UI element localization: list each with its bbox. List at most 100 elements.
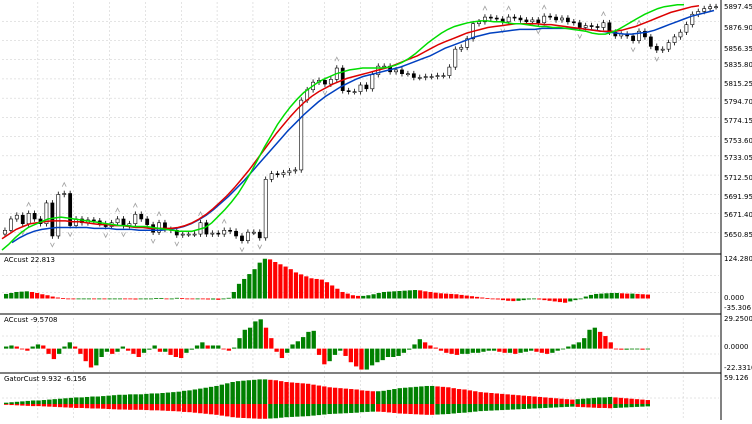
candle-body	[660, 48, 665, 51]
histogram-bar	[50, 296, 55, 299]
fractal-up-icon	[198, 211, 203, 217]
histogram-bar	[483, 392, 489, 404]
ac2-indicator-panel[interactable]: ACcust -9.5708 29.2500 0.0000 -22.3310	[2, 315, 752, 372]
fractal-up-icon	[156, 211, 162, 217]
histogram-bar	[428, 291, 433, 299]
histogram-bar	[459, 294, 464, 299]
candle-body	[678, 31, 683, 38]
histogram-bar	[295, 404, 300, 417]
histogram-bar	[618, 404, 624, 408]
candle-body	[275, 173, 280, 175]
histogram-bar	[141, 348, 147, 353]
histogram-bar	[537, 396, 543, 404]
histogram-bar	[252, 404, 257, 419]
histogram-bar	[365, 404, 370, 412]
candle-body	[524, 19, 529, 23]
histogram-bar	[640, 399, 645, 404]
histogram-bar	[462, 389, 467, 404]
histogram-bar	[354, 389, 359, 404]
histogram-bar	[179, 298, 185, 299]
histogram-bar	[338, 404, 343, 414]
candle-body	[637, 30, 641, 41]
histogram-bar	[125, 348, 131, 351]
histogram-bar	[128, 394, 133, 404]
histogram-bar	[57, 404, 63, 408]
histogram-bar	[330, 285, 335, 299]
candle-body	[459, 46, 464, 50]
histogram-bar	[386, 389, 392, 404]
candle-body	[50, 202, 55, 237]
histogram-bar	[225, 404, 230, 417]
ac2-scale-label: 29.2500	[724, 315, 752, 323]
histogram-bar	[45, 295, 50, 299]
histogram-bar	[332, 348, 338, 355]
gator-histogram	[4, 379, 650, 419]
fractal-down-icon	[121, 232, 126, 238]
fractal-markers	[20, 4, 660, 253]
candle-body	[666, 42, 671, 50]
histogram-bar	[299, 274, 304, 299]
histogram-bar	[279, 348, 285, 359]
histogram-bar	[645, 294, 650, 299]
ac2-indicator-label: ACcust -9.5708	[4, 316, 57, 324]
main-grid	[2, 2, 719, 252]
candle-body	[583, 25, 588, 28]
histogram-bar	[371, 294, 376, 299]
histogram-bar	[4, 404, 9, 405]
histogram-bar	[148, 298, 154, 300]
histogram-bar	[570, 404, 575, 407]
histogram-bar	[274, 348, 279, 352]
histogram-bar	[375, 348, 380, 363]
histogram-bar	[4, 293, 9, 299]
histogram-bar	[424, 385, 429, 404]
histogram-bar	[120, 346, 125, 349]
histogram-bar	[246, 404, 252, 419]
histogram-bar	[163, 348, 168, 352]
histogram-bar	[454, 348, 460, 355]
histogram-bar	[97, 298, 102, 300]
histogram-bar	[433, 292, 438, 299]
histogram-bar	[327, 404, 332, 415]
histogram-bar	[619, 348, 624, 350]
fractal-down-icon	[150, 238, 156, 244]
histogram-bar	[408, 404, 413, 415]
candle-body	[346, 90, 351, 92]
histogram-bar	[433, 347, 438, 349]
histogram-bar	[449, 348, 454, 354]
histogram-bar	[537, 298, 542, 300]
histogram-bar	[316, 385, 322, 404]
histogram-bar	[29, 291, 35, 299]
histogram-bar	[422, 342, 428, 349]
candle-body	[441, 75, 446, 77]
histogram-bar	[597, 331, 603, 349]
histogram-bar	[580, 404, 586, 408]
histogram-bar	[634, 404, 640, 407]
histogram-bar	[462, 404, 467, 413]
histogram-bar	[289, 404, 295, 417]
histogram-bar	[542, 298, 547, 301]
candle-body	[3, 230, 7, 235]
price-label: 5650.85	[724, 231, 752, 239]
histogram-bar	[136, 348, 141, 357]
candle-body	[186, 233, 191, 236]
histogram-bar	[25, 400, 30, 404]
histogram-bar	[106, 404, 111, 410]
histogram-bar	[63, 398, 68, 404]
histogram-bar	[552, 298, 557, 302]
histogram-bar	[582, 338, 587, 349]
histogram-bar	[630, 293, 635, 299]
histogram-bar	[88, 348, 94, 368]
ac-indicator-panel[interactable]: ACcust 22.813 124.280 0.000 -35.306	[2, 255, 752, 312]
histogram-bar	[187, 404, 192, 413]
candle-body	[251, 231, 256, 234]
candle-body	[708, 6, 713, 9]
price-scale[interactable]: 5897.45 5876.90 5856.35 5835.80 5815.25 …	[720, 0, 752, 420]
gator-indicator-panel[interactable]: GatorCust 9.932 -6.156 59.126	[2, 374, 749, 420]
price-label: 5835.80	[724, 61, 752, 69]
histogram-bar	[200, 342, 205, 349]
histogram-bar	[591, 397, 597, 404]
histogram-bar	[111, 395, 117, 404]
histogram-bar	[564, 404, 570, 407]
